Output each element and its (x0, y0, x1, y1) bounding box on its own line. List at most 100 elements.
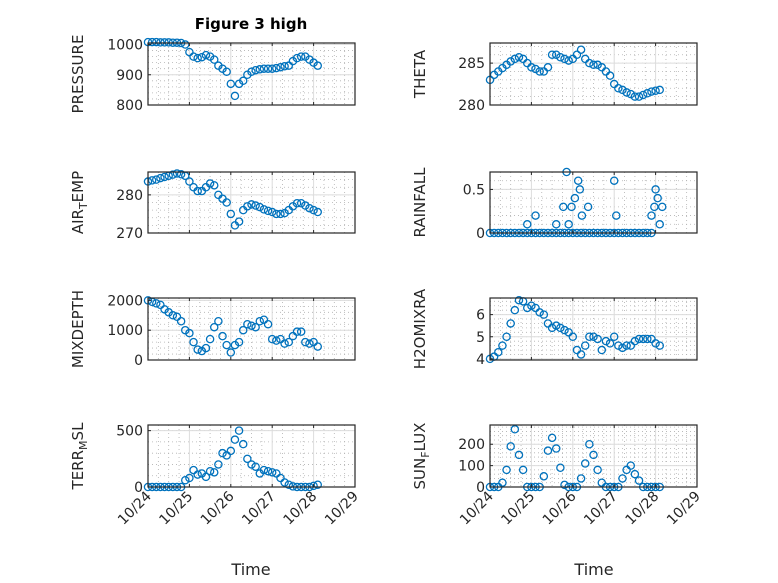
data-point (160, 38, 169, 47)
data-point (267, 334, 277, 344)
plot-area (148, 172, 355, 233)
data-point (651, 339, 660, 348)
y-tick-label: 1000 (107, 323, 143, 339)
y-tick-label: 0 (134, 480, 143, 496)
plot-area (490, 43, 697, 105)
data-point (551, 220, 561, 229)
data-point (583, 202, 593, 212)
data-point (539, 472, 549, 481)
y-tick-label: 0 (476, 480, 485, 496)
data-point (209, 181, 219, 190)
data-point (259, 465, 269, 475)
x-tick-label: 10/27 (239, 489, 279, 529)
x-tick-label: 10/27 (581, 489, 621, 529)
data-point (560, 54, 569, 64)
data-point (523, 303, 532, 313)
data-point (647, 87, 656, 96)
data-point (263, 319, 273, 329)
data-point (181, 40, 190, 49)
data-point (647, 211, 656, 220)
data-point (593, 334, 602, 344)
data-point (551, 321, 561, 330)
y-axis-label-rest: EMP (69, 171, 87, 202)
data-point (267, 64, 277, 73)
x-tick-label: 10/28 (623, 489, 663, 529)
data-point (230, 435, 240, 444)
data-point (651, 185, 660, 194)
data-point (626, 89, 636, 99)
data-point (634, 334, 644, 344)
data-point (498, 478, 507, 487)
data-point (601, 336, 611, 346)
data-point (560, 480, 569, 490)
data-point (589, 450, 598, 460)
data-point (251, 201, 260, 210)
data-point (313, 480, 322, 489)
y-tick-label: 6 (476, 308, 485, 324)
data-point (280, 62, 289, 71)
data-point (201, 472, 211, 482)
data-point (263, 206, 273, 216)
x-tick-label: 10/29 (322, 489, 362, 529)
data-point (292, 53, 302, 63)
x-tick-label: 10/25 (156, 489, 196, 529)
data-point (201, 343, 211, 353)
y-tick-label: 200 (458, 437, 485, 453)
data-point (164, 38, 173, 47)
y-axis-label: THETA (411, 49, 429, 99)
data-point (176, 316, 186, 326)
data-point (622, 88, 631, 97)
x-tick-label: 10/25 (498, 489, 538, 529)
data-point (514, 295, 524, 305)
data-point (247, 200, 256, 209)
data-point (609, 176, 619, 185)
data-point (570, 193, 580, 203)
y-tick-label: 285 (458, 56, 485, 72)
data-point (593, 465, 602, 475)
data-point (585, 332, 594, 341)
data-point (543, 63, 553, 72)
y-axis-label-rest: SL (69, 422, 87, 441)
data-point (531, 64, 540, 74)
data-point (205, 179, 215, 188)
axes-box (147, 171, 356, 234)
data-point (618, 343, 627, 353)
data-point (230, 91, 240, 101)
data-point (193, 470, 202, 479)
y-axis-label: TERRMSL (69, 422, 90, 491)
data-point (267, 207, 277, 217)
y-axis-label: SUNFLUX (411, 423, 432, 490)
y-axis-label-sub: T (77, 202, 90, 210)
data-point (243, 202, 252, 211)
y-tick-label: 500 (116, 424, 143, 440)
data-point (222, 198, 231, 207)
data-point (655, 85, 664, 95)
subplot-mixdepth: 0 1000 2000 MIXDEPTH (69, 290, 356, 369)
data-point (309, 481, 318, 491)
data-point (267, 468, 277, 477)
data-point (502, 332, 511, 341)
data-point (523, 220, 532, 229)
data-point (527, 301, 536, 310)
data-point (296, 199, 306, 208)
data-point (272, 63, 281, 73)
data-point (152, 299, 161, 308)
y-tick-label: 2000 (107, 293, 143, 309)
data-point (551, 50, 561, 59)
data-point (576, 474, 586, 483)
data-point (506, 57, 515, 66)
data-point (168, 170, 178, 179)
data-point (259, 205, 269, 214)
figure-title: Figure 3 high (195, 15, 308, 33)
data-point (651, 86, 660, 96)
data-point (510, 305, 520, 315)
data-point (243, 319, 252, 329)
data-point (547, 323, 557, 333)
y-tick-label: 800 (116, 98, 143, 114)
data-point (597, 345, 607, 355)
x-tick-label: 10/26 (540, 488, 580, 528)
data-point (630, 469, 640, 479)
data-point (176, 170, 186, 179)
data-point (630, 336, 640, 346)
